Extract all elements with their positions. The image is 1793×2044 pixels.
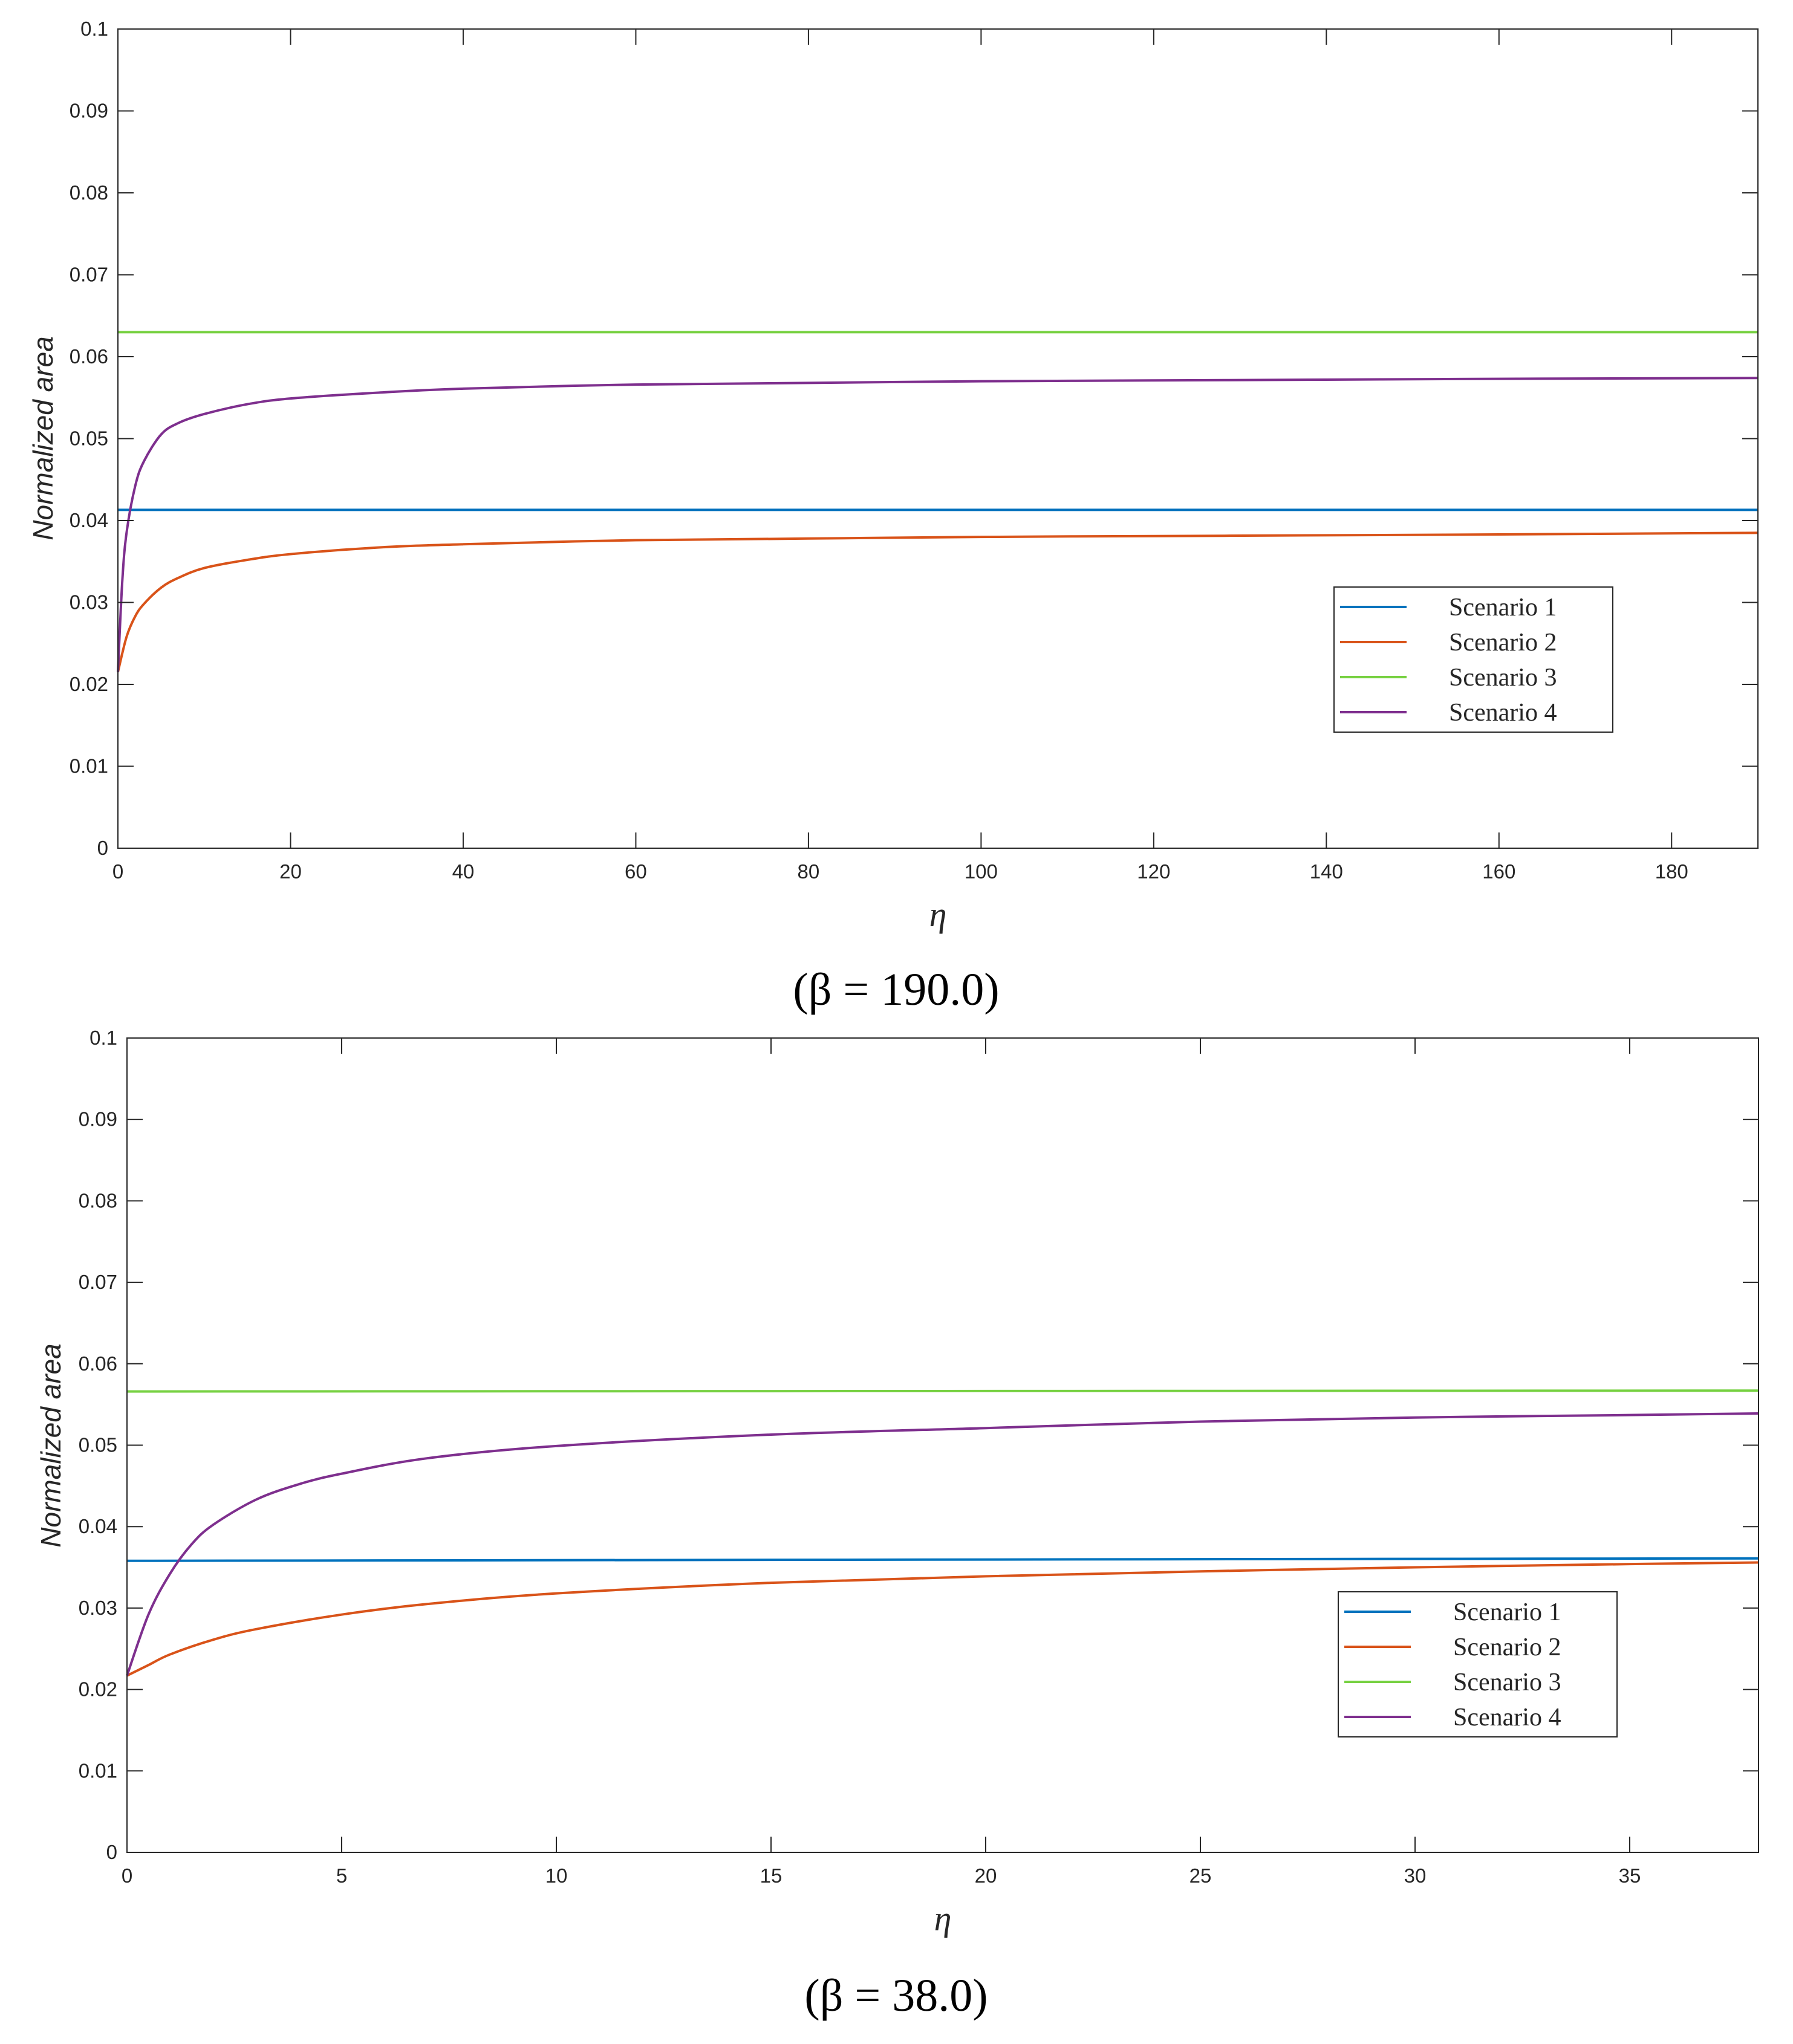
y-tick-labels-2: 0 0.01 0.02 0.03 0.04 0.05 0.06 0.07 0.08 0.09 0.1 [79, 1027, 117, 1863]
legend-label-1-3: Scenario 3 [1449, 664, 1557, 692]
y-tick-label-2-1: 0.01 [79, 1759, 117, 1782]
x-tick-label-2-5: 25 [1189, 1864, 1212, 1887]
y-tick-label-1-3: 0.03 [70, 591, 108, 614]
legend-entries-1: Scenario 1 Scenario 2 Scenario 3 Scenario 4 [1340, 594, 1557, 727]
y-tick-label-1-2: 0.02 [70, 673, 108, 695]
x-tick-label-1-8: 160 [1482, 860, 1515, 883]
x-tick-label-2-3: 15 [760, 1864, 783, 1887]
y-tick-label-2-0: 0 [106, 1841, 117, 1863]
chart-panel-1: 0 0.01 0.02 0.03 0.04 0.05 0.06 0.07 0.08 0.09 0.1… [27, 18, 1759, 1015]
x-tick-label-1-9: 180 [1655, 860, 1688, 883]
legend-entries-2: Scenario 1 Scenario 2 Scenario 3 Scenario 4 [1344, 1598, 1561, 1731]
y-tick-label-1-9: 0.09 [70, 100, 108, 122]
legend-1: Scenario 1 Scenario 2 Scenario 3 Scenario 4 [1333, 586, 1613, 733]
x-tick-label-2-2: 10 [545, 1864, 568, 1887]
series-line-2-scenario-3 [126, 1389, 1759, 1393]
x-axis-label-1: η [929, 895, 947, 934]
plot-lines-2 [126, 1389, 1759, 1677]
y-tick-label-1-1: 0.01 [70, 755, 108, 777]
ticks-2 [126, 1037, 1759, 1853]
x-tick-label-2-0: 0 [122, 1864, 132, 1887]
y-axis-label-2: Normalized area [35, 1343, 67, 1547]
y-tick-label-1-7: 0.07 [70, 264, 108, 286]
y-tick-label-1-8: 0.08 [70, 181, 108, 204]
legend-label-2-3: Scenario 3 [1453, 1669, 1561, 1696]
plot-lines-1 [117, 331, 1759, 673]
y-tick-label-2-6: 0.06 [79, 1352, 117, 1375]
y-tick-label-2-4: 0.04 [79, 1515, 117, 1537]
y-tick-labels-1: 0 0.01 0.02 0.03 0.04 0.05 0.06 0.07 0.08 0.09 0.1 [70, 18, 108, 859]
legend-label-1-1: Scenario 1 [1449, 594, 1557, 621]
series-line-2-scenario-1 [126, 1557, 1759, 1562]
legend-label-1-2: Scenario 2 [1449, 629, 1557, 657]
x-tick-label-2-4: 20 [975, 1864, 997, 1887]
x-tick-label-2-7: 35 [1619, 1864, 1641, 1887]
legend-label-2-4: Scenario 4 [1453, 1704, 1561, 1731]
x-tick-labels-2: 0 5 10 15 20 25 30 35 [122, 1864, 1641, 1887]
chart-caption-2: (β = 38.0) [804, 1970, 988, 2021]
x-axis-label-2: η [934, 1899, 952, 1938]
series-line-1-scenario-2 [117, 531, 1759, 673]
y-tick-label-2-2: 0.02 [79, 1678, 117, 1701]
y-tick-label-2-3: 0.03 [79, 1597, 117, 1619]
x-tick-label-2-6: 30 [1404, 1864, 1427, 1887]
y-tick-label-2-9: 0.09 [79, 1108, 117, 1131]
legend-label-1-4: Scenario 4 [1449, 699, 1557, 727]
x-tick-label-1-1: 20 [279, 860, 302, 883]
x-tick-label-2-1: 5 [336, 1864, 347, 1887]
y-tick-label-1-4: 0.04 [70, 509, 108, 531]
x-tick-label-1-0: 0 [112, 860, 123, 883]
y-axis-label-1: Normalized area [27, 336, 59, 540]
x-tick-label-1-2: 40 [452, 860, 475, 883]
legend-box-1 [1333, 586, 1613, 733]
chart-panel-2: 0 0.01 0.02 0.03 0.04 0.05 0.06 0.07 0.08 0.09 0.1… [35, 1027, 1759, 2021]
ticks-1 [117, 28, 1758, 849]
x-tick-label-1-4: 80 [798, 860, 820, 883]
x-tick-label-1-3: 60 [625, 860, 647, 883]
y-tick-label-2-8: 0.08 [79, 1189, 117, 1212]
legend-label-2-1: Scenario 1 [1453, 1598, 1561, 1626]
y-tick-label-2-5: 0.05 [79, 1434, 117, 1456]
series-line-2-scenario-2 [126, 1561, 1759, 1677]
legend-2: Scenario 1 Scenario 2 Scenario 3 Scenario 4 [1338, 1591, 1618, 1737]
x-tick-label-1-7: 140 [1310, 860, 1343, 883]
legend-box-2 [1338, 1591, 1618, 1737]
series-line-1-scenario-4 [117, 377, 1759, 672]
y-tick-label-1-10: 0.1 [80, 18, 108, 40]
legend-label-2-2: Scenario 2 [1453, 1634, 1561, 1661]
y-tick-label-1-6: 0.06 [70, 345, 108, 368]
y-tick-label-1-0: 0 [97, 837, 108, 859]
y-tick-label-2-7: 0.07 [79, 1271, 117, 1293]
x-tick-label-1-6: 120 [1137, 860, 1170, 883]
chart-caption-1: (β = 190.0) [793, 964, 999, 1015]
x-tick-labels-1: 0 20 40 60 80 100 120 140 160 180 [112, 860, 1688, 883]
series-line-2-scenario-4 [126, 1412, 1759, 1676]
y-tick-label-2-10: 0.1 [89, 1027, 117, 1049]
x-tick-label-1-5: 100 [965, 860, 998, 883]
y-tick-label-1-5: 0.05 [70, 427, 108, 450]
